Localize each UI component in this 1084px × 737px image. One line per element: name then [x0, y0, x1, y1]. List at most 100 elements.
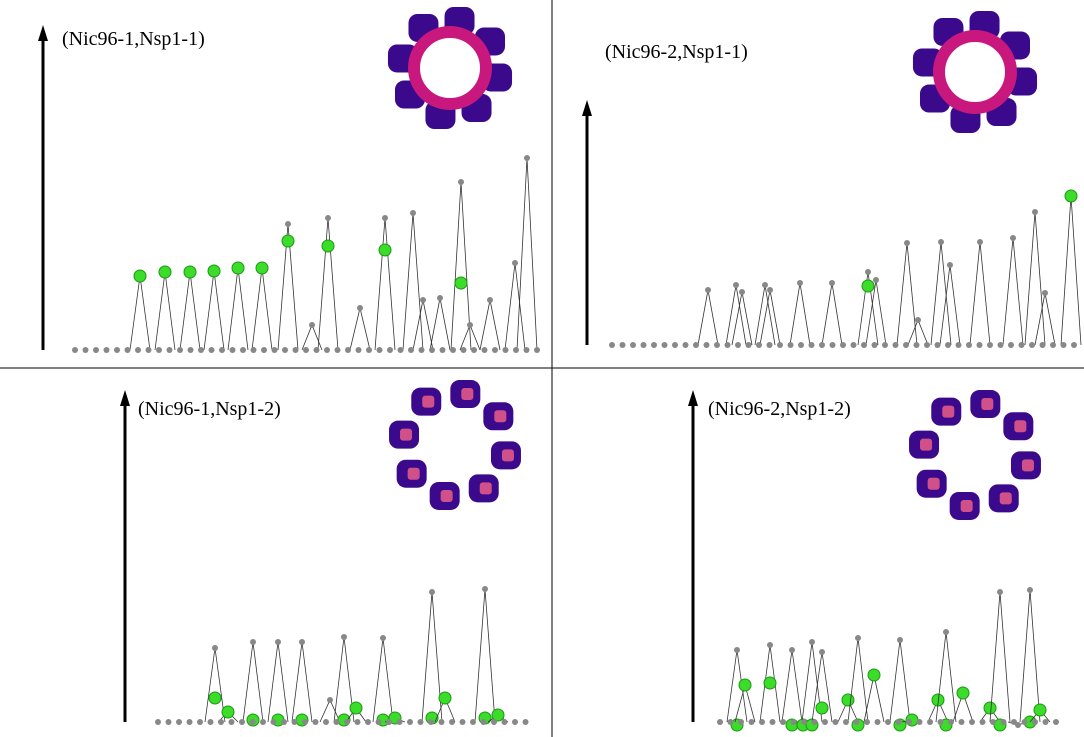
subunit-patch: [407, 467, 420, 480]
leaf-node: [903, 342, 909, 348]
leaf-node: [651, 342, 657, 348]
leaf-node: [843, 719, 849, 725]
tree-edge: [754, 284, 776, 346]
subunit-patch: [981, 398, 994, 411]
tree-node: [1010, 235, 1016, 241]
leaf-node: [323, 719, 329, 725]
leaf-node: [408, 347, 414, 353]
tree-node: [327, 697, 333, 703]
leaf-node: [895, 719, 902, 725]
leaf-node: [82, 347, 89, 353]
leaf-node: [471, 347, 477, 353]
highlight-node: [841, 693, 855, 707]
highlight-node: [438, 691, 452, 705]
tree-node: [767, 287, 773, 293]
leaf-node: [819, 342, 825, 348]
highlight-node: [208, 691, 222, 705]
tree-edge: [504, 262, 526, 351]
leaf-node: [282, 347, 288, 353]
leaf-node: [1021, 719, 1028, 725]
leaf-node: [103, 347, 110, 353]
leaf-node: [302, 719, 308, 725]
leaf-node: [324, 347, 330, 353]
tree-edge: [374, 217, 396, 351]
arrow-head: [120, 390, 130, 406]
leaf-node: [281, 719, 287, 725]
leaf-node: [449, 719, 455, 725]
leaf-node: [798, 342, 804, 348]
leaf-node: [333, 719, 340, 725]
tree-node: [357, 305, 363, 311]
tree-edge: [847, 637, 869, 723]
leaf-node: [1008, 342, 1014, 348]
leaf-node: [155, 719, 161, 725]
highlight-node: [956, 686, 970, 700]
leaf-node: [450, 347, 456, 353]
subunit-patch: [927, 477, 940, 490]
leaf-node: [958, 719, 965, 725]
leaf-node: [832, 719, 839, 725]
highlight-node: [158, 265, 172, 279]
leaf-node: [892, 342, 899, 348]
tree-node: [1042, 290, 1048, 296]
leaf-node: [228, 719, 235, 725]
leaf-node: [766, 342, 773, 348]
highlight-node: [183, 265, 197, 279]
tree-edge: [1019, 589, 1041, 723]
tree-edge: [129, 275, 151, 351]
leaf-node: [727, 719, 734, 725]
leaf-node: [208, 347, 215, 353]
leaf-node: [966, 342, 972, 348]
leaf-node: [924, 342, 930, 348]
leaf-node: [428, 719, 434, 725]
leaf-node: [787, 342, 794, 348]
tree-edge: [291, 641, 313, 723]
leaf-node: [808, 342, 815, 348]
leaf-node: [387, 347, 393, 353]
tree-edge: [789, 282, 811, 346]
leaf-node: [916, 719, 923, 725]
leaf-node: [1071, 342, 1077, 348]
tree-node: [467, 322, 473, 328]
leaf-node: [313, 347, 320, 353]
tree-edge: [1060, 195, 1082, 346]
leaf-node: [913, 342, 920, 348]
leaf-node: [850, 342, 857, 348]
leaf-node: [93, 347, 99, 353]
tree-node: [309, 322, 315, 328]
leaf-node: [492, 347, 498, 353]
leaf-node: [1042, 719, 1049, 725]
panel-label: (Nic96-2,Nsp1-1): [605, 41, 748, 63]
tree-node: [855, 635, 861, 641]
tree-node: [897, 637, 903, 643]
leaf-node: [197, 719, 203, 725]
tree-node: [429, 589, 435, 595]
tree-edge: [935, 631, 957, 723]
leaf-node: [512, 719, 518, 725]
leaf-node: [312, 719, 319, 725]
leaf-node: [777, 342, 783, 348]
subunit-patch: [999, 492, 1012, 505]
highlight-node: [1033, 703, 1047, 717]
tree-edge: [251, 267, 273, 351]
leaf-node: [871, 342, 878, 348]
highlight-node: [255, 261, 269, 275]
highlight-node: [861, 279, 875, 293]
leaf-node: [239, 719, 245, 725]
leaf-node: [135, 347, 141, 353]
tree-node: [943, 629, 949, 635]
leaf-node: [990, 719, 996, 725]
leaf-node: [1060, 342, 1067, 348]
leaf-node: [979, 719, 986, 725]
leaf-node: [882, 342, 888, 348]
tree-edge: [697, 289, 719, 346]
leaf-node: [1050, 342, 1056, 348]
highlight-node: [221, 705, 235, 719]
panel-label: (Nic96-2,Nsp1-2): [708, 398, 851, 420]
tree-node: [904, 240, 910, 246]
leaf-node: [630, 342, 636, 348]
leaf-node: [969, 719, 975, 725]
leaf-node: [291, 719, 298, 725]
tree-node: [325, 215, 331, 221]
leaf-node: [840, 342, 846, 348]
